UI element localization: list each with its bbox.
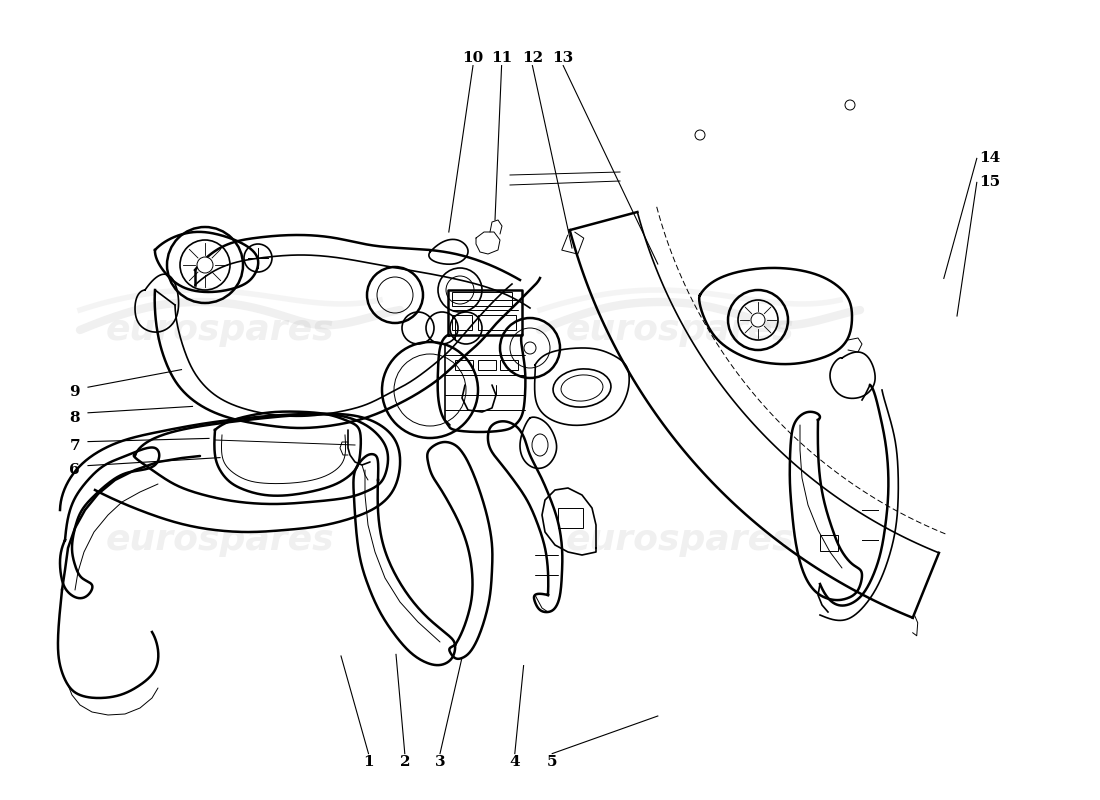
Text: 3: 3 bbox=[434, 754, 446, 769]
Circle shape bbox=[751, 313, 764, 327]
Text: eurospares: eurospares bbox=[106, 523, 334, 557]
Text: 7: 7 bbox=[69, 439, 80, 454]
Text: 4: 4 bbox=[509, 754, 520, 769]
Text: eurospares: eurospares bbox=[565, 313, 794, 347]
Text: 10: 10 bbox=[462, 50, 484, 65]
Text: eurospares: eurospares bbox=[106, 313, 334, 347]
Text: 13: 13 bbox=[552, 50, 574, 65]
Text: 8: 8 bbox=[69, 410, 80, 425]
Circle shape bbox=[524, 342, 536, 354]
Text: 5: 5 bbox=[547, 754, 558, 769]
Circle shape bbox=[197, 257, 213, 273]
Text: 1: 1 bbox=[363, 754, 374, 769]
Text: eurospares: eurospares bbox=[565, 523, 794, 557]
Text: 11: 11 bbox=[491, 50, 513, 65]
Text: 14: 14 bbox=[979, 151, 1001, 166]
Text: 2: 2 bbox=[399, 754, 410, 769]
Text: 9: 9 bbox=[69, 385, 80, 399]
Text: 6: 6 bbox=[69, 463, 80, 478]
Text: 12: 12 bbox=[521, 50, 543, 65]
Text: 15: 15 bbox=[979, 175, 1001, 190]
